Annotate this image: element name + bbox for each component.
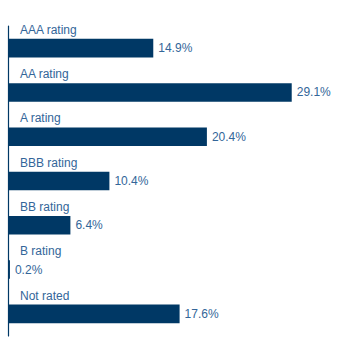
svg-text:14.9%: 14.9%: [158, 41, 192, 55]
svg-text:10.4%: 10.4%: [114, 174, 148, 188]
svg-text:AA rating: AA rating: [20, 67, 69, 81]
svg-text:A rating: A rating: [20, 111, 61, 125]
svg-text:0.2%: 0.2%: [15, 263, 43, 277]
svg-text:6.4%: 6.4%: [75, 218, 103, 232]
svg-text:20.4%: 20.4%: [212, 130, 246, 144]
svg-text:Not rated: Not rated: [20, 289, 69, 303]
svg-text:17.6%: 17.6%: [185, 307, 219, 321]
svg-text:B rating: B rating: [20, 244, 61, 258]
svg-text:BBB rating: BBB rating: [20, 156, 77, 170]
svg-text:BB rating: BB rating: [20, 200, 69, 214]
svg-text:29.1%: 29.1%: [297, 85, 331, 99]
svg-text:AAA rating: AAA rating: [20, 23, 77, 37]
